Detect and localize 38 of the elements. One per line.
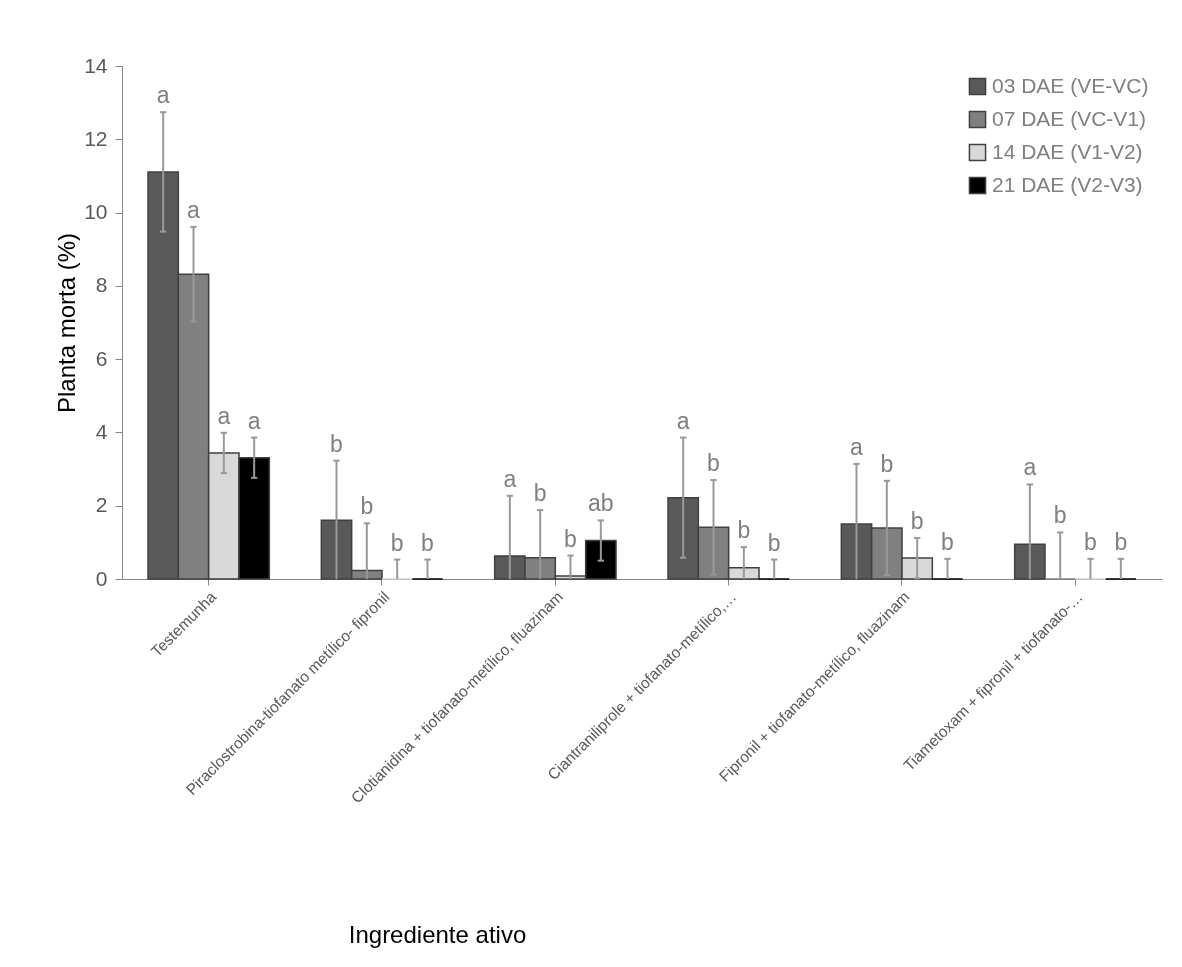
data-label: a [247,407,261,434]
legend-label: 03 DAE (VE-VC) [992,73,1149,97]
data-label: b [737,517,751,544]
data-label: a [850,433,864,460]
data-label: b [533,480,547,507]
legend-label: 07 DAE (VC-V1) [992,106,1147,130]
data-label: b [390,529,404,556]
y-tick-label: 8 [95,273,108,297]
data-label: a [503,465,517,492]
y-axis-title: Planta morta (%) [53,232,81,414]
y-tick-label: 10 [84,200,108,224]
y-tick-label: 2 [95,493,108,517]
y-tick-label: 0 [95,566,108,590]
x-axis-title: Ingrediente ativo [348,920,527,948]
y-tick-label: 4 [95,419,108,443]
y-tick-label: 12 [84,126,108,150]
data-label: b [564,525,577,552]
data-label: b [360,493,374,520]
data-label: ab [588,490,614,517]
data-label: b [910,507,924,534]
data-label: a [217,402,231,429]
data-label: a [156,82,170,109]
data-label: a [187,196,201,223]
data-label: b [1053,502,1067,529]
data-label: a [1023,454,1037,481]
data-label: b [880,450,894,477]
y-tick-label: 14 [84,53,108,77]
legend-label: 21 DAE (V2-V3) [992,172,1143,196]
data-label: b [767,529,781,556]
legend-label: 14 DAE (V1-V2) [992,139,1143,163]
data-label: b [707,450,720,477]
data-label: b [1084,528,1097,555]
data-label: b [1114,528,1128,555]
data-label: b [941,528,954,555]
data-label: b [421,529,434,556]
y-tick-label: 6 [95,346,108,370]
data-label: b [330,430,343,457]
data-label: a [676,407,690,434]
